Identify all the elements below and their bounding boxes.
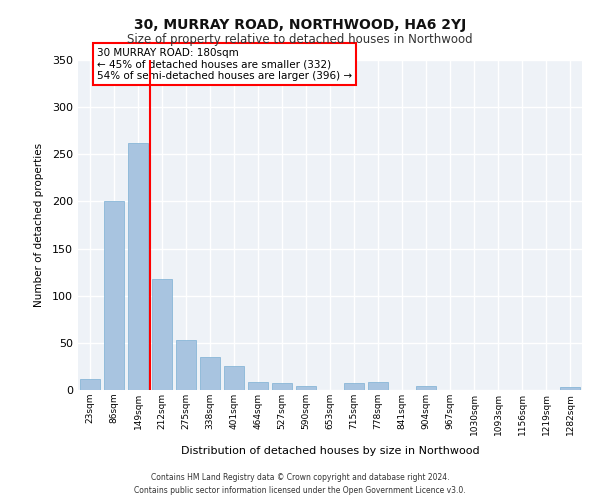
Bar [248,382,268,390]
Text: 30, MURRAY ROAD, NORTHWOOD, HA6 2YJ: 30, MURRAY ROAD, NORTHWOOD, HA6 2YJ [134,18,466,32]
Bar [416,386,436,390]
Bar [152,278,172,390]
Bar [104,202,124,390]
Text: Contains HM Land Registry data © Crown copyright and database right 2024.
Contai: Contains HM Land Registry data © Crown c… [134,473,466,495]
Bar [200,357,220,390]
Y-axis label: Number of detached properties: Number of detached properties [34,143,44,307]
Bar [368,382,388,390]
Bar [80,378,100,390]
Bar [176,340,196,390]
Text: 30 MURRAY ROAD: 180sqm
← 45% of detached houses are smaller (332)
54% of semi-de: 30 MURRAY ROAD: 180sqm ← 45% of detached… [97,48,352,81]
Bar [560,387,580,390]
Text: Size of property relative to detached houses in Northwood: Size of property relative to detached ho… [127,32,473,46]
Bar [272,384,292,390]
Bar [128,143,148,390]
Bar [344,384,364,390]
Bar [296,386,316,390]
Bar [224,366,244,390]
X-axis label: Distribution of detached houses by size in Northwood: Distribution of detached houses by size … [181,446,479,456]
